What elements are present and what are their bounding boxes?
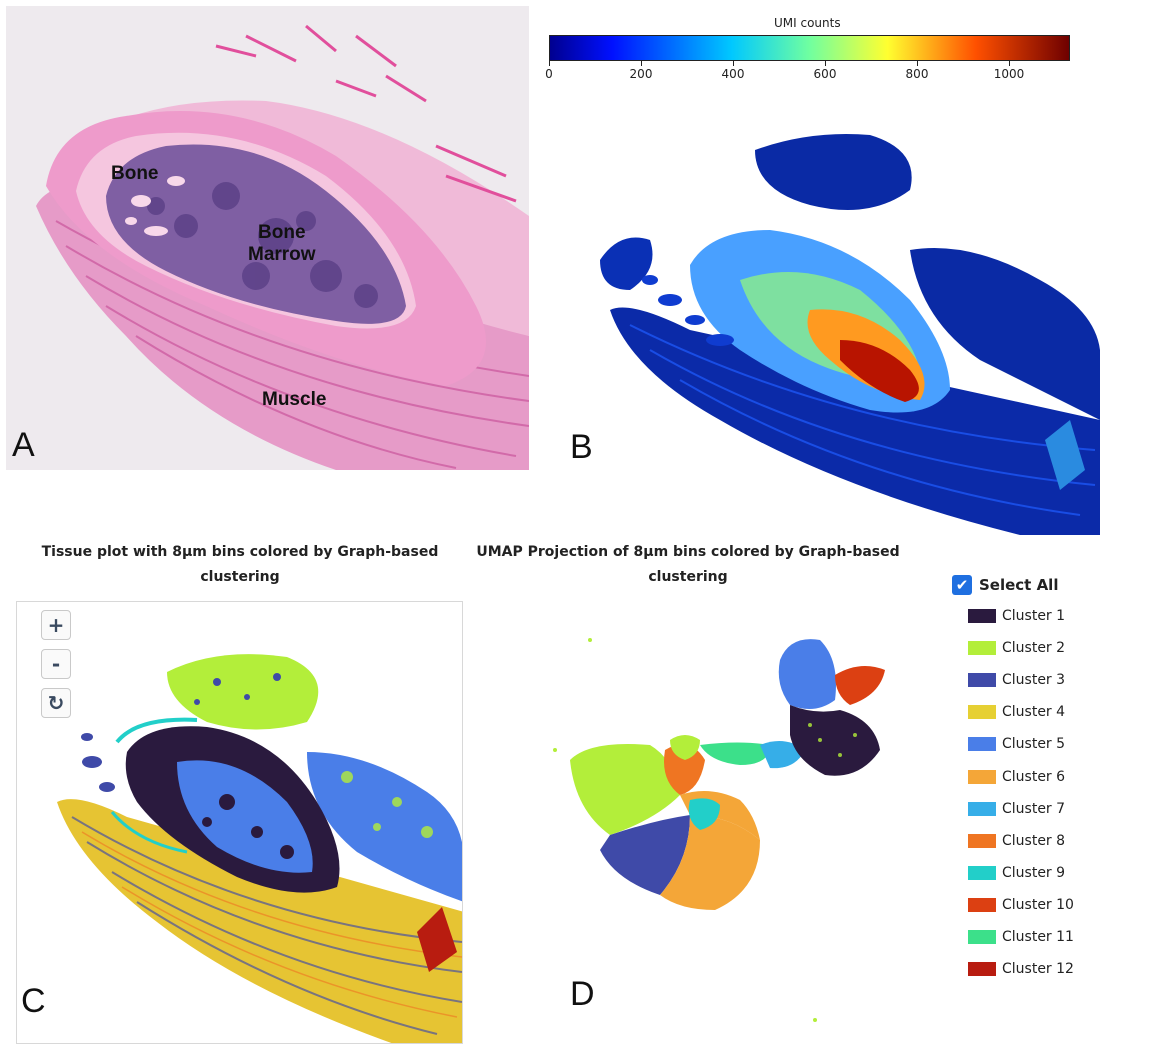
- legend-item-cluster-2[interactable]: Cluster 2: [968, 637, 1065, 659]
- legend-label: Cluster 12: [1002, 961, 1074, 978]
- legend-swatch: [968, 737, 996, 752]
- zoom-out-button[interactable]: -: [41, 649, 71, 679]
- legend-label: Cluster 10: [1002, 896, 1074, 913]
- legend-swatch: [968, 865, 996, 880]
- legend-item-cluster-4[interactable]: Cluster 4: [968, 701, 1065, 723]
- legend-item-cluster-10[interactable]: Cluster 10: [968, 894, 1074, 916]
- legend-label: Cluster 5: [1002, 736, 1066, 753]
- select-all-toggle[interactable]: ✔ Select All: [952, 572, 1142, 598]
- colorbar-tick-mark: [733, 61, 734, 66]
- tissue-cluster-map: [57, 654, 462, 1043]
- panel-d-letter: D: [570, 975, 595, 1013]
- colorbar-tick-mark: [917, 61, 918, 66]
- zoom-in-button[interactable]: +: [41, 610, 71, 640]
- he-stain-image: [6, 6, 529, 470]
- panel-c-title: Tissue plot with 8µm bins colored by Gra…: [41, 544, 439, 585]
- colorbar: [549, 35, 1070, 61]
- legend-item-cluster-6[interactable]: Cluster 6: [968, 766, 1065, 788]
- panel-c-tissue-plot: + - ↻ C: [16, 601, 463, 1044]
- legend-item-cluster-9[interactable]: Cluster 9: [968, 862, 1065, 884]
- legend-label: Cluster 9: [1002, 864, 1066, 881]
- legend-swatch: [968, 897, 996, 912]
- panel-c-letter: C: [21, 982, 46, 1020]
- legend-label: Cluster 8: [1002, 832, 1066, 849]
- panel-d-title: UMAP Projection of 8µm bins colored by G…: [476, 544, 900, 585]
- select-all-label: Select All: [979, 576, 1059, 594]
- legend-swatch: [968, 609, 996, 623]
- legend-item-cluster-7[interactable]: Cluster 7: [968, 798, 1065, 820]
- colorbar-tick-mark: [1009, 61, 1010, 66]
- legend-swatch: [968, 769, 996, 784]
- legend-label: Cluster 7: [1002, 800, 1066, 817]
- legend-label: Cluster 4: [1002, 704, 1066, 721]
- cluster-legend: ✔ Select All Cluster 1 Cluster 2 Cluster 3…: [952, 572, 1142, 977]
- legend-swatch: [968, 641, 996, 656]
- legend-label: Cluster 3: [1002, 672, 1066, 689]
- panel-b-umi-map: UMI counts 0 200 400 600 800 1000: [540, 10, 1100, 535]
- legend-item-cluster-8[interactable]: Cluster 8: [968, 830, 1065, 852]
- colorbar-tick-label: 0: [545, 67, 553, 81]
- panel-b-letter: B: [570, 428, 593, 466]
- legend-swatch: [968, 705, 996, 720]
- legend-swatch: [968, 930, 996, 944]
- legend-label: Cluster 11: [1002, 929, 1074, 945]
- legend-item-cluster-12[interactable]: Cluster 12: [968, 958, 1074, 980]
- select-all-checkbox[interactable]: ✔: [952, 575, 972, 595]
- legend-item-cluster-5[interactable]: Cluster 5: [968, 733, 1065, 755]
- bone-label: Bone: [111, 163, 159, 184]
- colorbar-tick-label: 600: [813, 67, 837, 81]
- legend-swatch: [968, 673, 996, 688]
- colorbar-tick-mark: [549, 61, 550, 66]
- colorbar-tick-label: 1000: [993, 67, 1025, 81]
- legend-label: Cluster 1: [1002, 608, 1066, 624]
- legend-item-cluster-3[interactable]: Cluster 3: [968, 669, 1065, 691]
- colorbar-tick-label: 400: [721, 67, 745, 81]
- colorbar-tick-mark: [641, 61, 642, 66]
- legend-swatch: [968, 833, 996, 848]
- panel-a-letter: A: [12, 426, 35, 464]
- legend-swatch: [968, 962, 996, 977]
- panel-d-umap: D: [540, 600, 950, 1030]
- legend-item-cluster-11[interactable]: Cluster 11: [968, 926, 1074, 948]
- bone-marrow-label: Bone Marrow: [248, 222, 316, 265]
- legend-swatch: [968, 801, 996, 816]
- colorbar-tick-mark: [825, 61, 826, 66]
- colorbar-tick-label: 800: [905, 67, 929, 81]
- umap-scatter: [553, 638, 885, 1022]
- muscle-label: Muscle: [262, 389, 327, 410]
- legend-item-cluster-1[interactable]: Cluster 1: [968, 605, 1065, 627]
- colorbar-tick-label: 200: [629, 67, 653, 81]
- panel-a-histology: Bone Bone Marrow Muscle A: [6, 6, 529, 470]
- legend-label: Cluster 6: [1002, 768, 1066, 785]
- reset-view-button[interactable]: ↻: [41, 688, 71, 718]
- legend-label: Cluster 2: [1002, 640, 1066, 657]
- colorbar-title: UMI counts: [774, 16, 841, 30]
- umi-heatmap-image: [600, 134, 1100, 535]
